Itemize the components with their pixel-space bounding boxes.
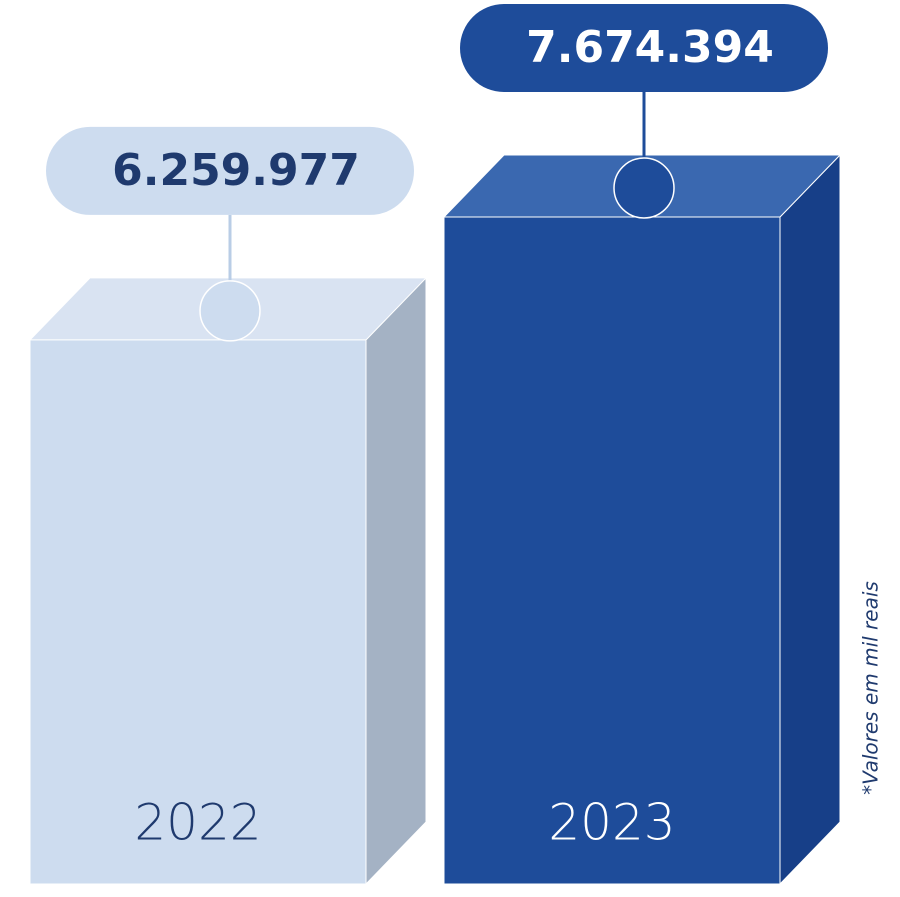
marker	[199, 280, 261, 342]
bar	[443, 216, 781, 885]
marker	[613, 157, 675, 219]
bar-side	[365, 276, 427, 886]
category-label: 2023	[548, 794, 675, 852]
label-bubble	[46, 126, 414, 215]
bar	[29, 339, 367, 885]
bar-side	[779, 153, 841, 886]
label-bubble	[460, 4, 828, 92]
category-label: 2022	[134, 794, 261, 852]
annotation: *Valores em mil reais	[859, 581, 883, 795]
value-label: 7.674.394	[526, 22, 774, 73]
value-label: 6.259.977	[112, 145, 360, 196]
